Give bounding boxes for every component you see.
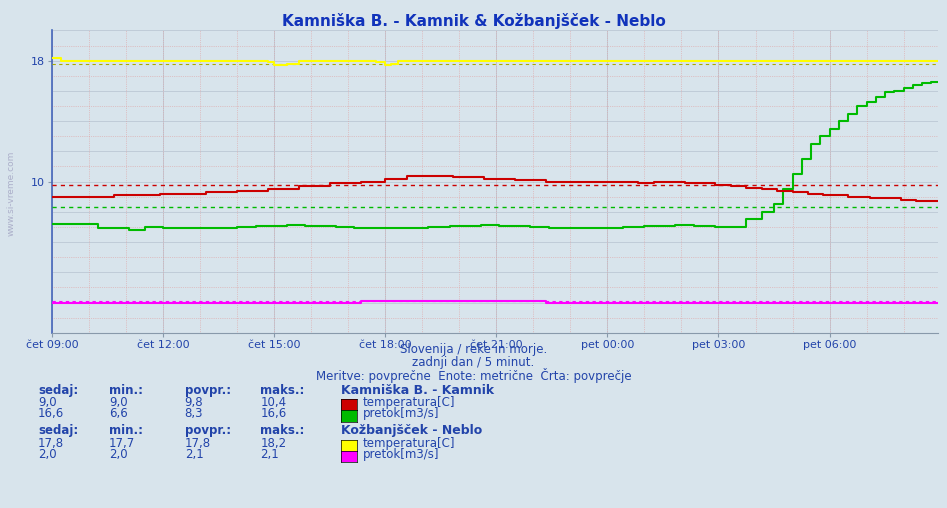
Text: 2,1: 2,1: [260, 448, 279, 461]
Text: pretok[m3/s]: pretok[m3/s]: [363, 407, 439, 421]
Text: 6,6: 6,6: [109, 407, 128, 421]
Text: 16,6: 16,6: [260, 407, 287, 421]
Text: pretok[m3/s]: pretok[m3/s]: [363, 448, 439, 461]
Text: 9,0: 9,0: [38, 396, 57, 409]
Text: 8,3: 8,3: [185, 407, 204, 421]
Text: 18,2: 18,2: [260, 437, 287, 450]
Text: min.:: min.:: [109, 424, 143, 437]
Text: Kamniška B. - Kamnik & Kožbanjšček - Neblo: Kamniška B. - Kamnik & Kožbanjšček - Neb…: [281, 13, 666, 28]
Text: povpr.:: povpr.:: [185, 424, 231, 437]
Text: Slovenija / reke in morje.: Slovenija / reke in morje.: [400, 343, 547, 356]
Text: maks.:: maks.:: [260, 384, 305, 397]
Text: maks.:: maks.:: [260, 424, 305, 437]
Text: Kožbanjšček - Neblo: Kožbanjšček - Neblo: [341, 424, 482, 437]
Text: Kamniška B. - Kamnik: Kamniška B. - Kamnik: [341, 384, 494, 397]
Text: 9,8: 9,8: [185, 396, 204, 409]
Text: 2,0: 2,0: [109, 448, 128, 461]
Text: zadnji dan / 5 minut.: zadnji dan / 5 minut.: [412, 356, 535, 369]
Text: min.:: min.:: [109, 384, 143, 397]
Text: sedaj:: sedaj:: [38, 424, 79, 437]
Text: 17,7: 17,7: [109, 437, 135, 450]
Text: Meritve: povprečne  Enote: metrične  Črta: povprečje: Meritve: povprečne Enote: metrične Črta:…: [315, 368, 632, 384]
Text: 10,4: 10,4: [260, 396, 287, 409]
Text: 17,8: 17,8: [185, 437, 211, 450]
Text: www.si-vreme.com: www.si-vreme.com: [7, 150, 16, 236]
Text: temperatura[C]: temperatura[C]: [363, 396, 456, 409]
Text: 16,6: 16,6: [38, 407, 64, 421]
Text: povpr.:: povpr.:: [185, 384, 231, 397]
Text: 2,1: 2,1: [185, 448, 204, 461]
Text: temperatura[C]: temperatura[C]: [363, 437, 456, 450]
Text: 9,0: 9,0: [109, 396, 128, 409]
Text: 2,0: 2,0: [38, 448, 57, 461]
Text: 17,8: 17,8: [38, 437, 64, 450]
Text: sedaj:: sedaj:: [38, 384, 79, 397]
